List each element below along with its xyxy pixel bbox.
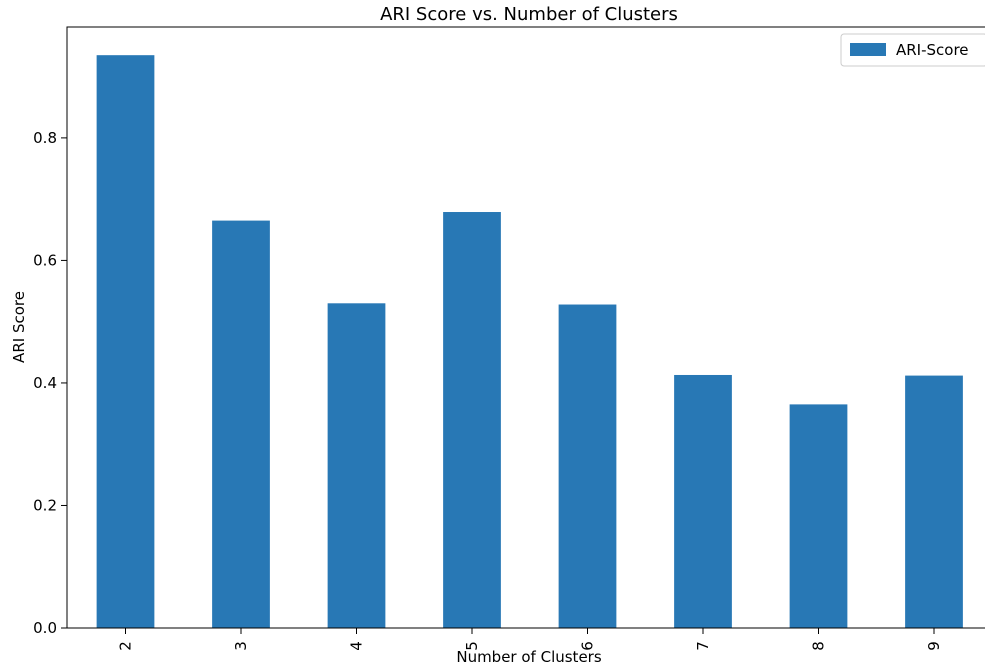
bar-7	[674, 374, 732, 628]
x-tick-label: 2	[117, 641, 135, 651]
x-tick-label: 9	[925, 641, 943, 651]
x-axis-ticks: 2 3 4 5 6 7 8 9	[117, 628, 943, 651]
bars-group	[96, 55, 963, 628]
bar-2	[96, 55, 155, 628]
chart-title: ARI Score vs. Number of Clusters	[380, 4, 678, 25]
y-tick-label: 0.4	[33, 374, 57, 392]
bar-9	[905, 375, 963, 628]
y-axis-label: ARI Score	[10, 291, 28, 363]
y-axis-ticks: 0.0 0.2 0.4 0.6 0.8	[33, 129, 67, 637]
y-tick-label: 0.8	[33, 129, 57, 147]
x-tick-label: 6	[579, 641, 597, 651]
x-tick-label: 4	[348, 641, 366, 651]
y-tick-label: 0.2	[33, 496, 57, 514]
legend: ARI-Score	[840, 33, 985, 67]
x-axis-label: Number of Clusters	[456, 648, 601, 666]
legend-box	[840, 33, 985, 67]
bar-8	[789, 404, 848, 628]
x-tick-label: 8	[810, 641, 828, 651]
bar-4	[327, 303, 386, 628]
legend-swatch	[850, 43, 886, 56]
bar-3	[212, 220, 270, 628]
y-tick-label: 0.6	[33, 251, 57, 269]
legend-label: ARI-Score	[896, 41, 969, 59]
x-tick-label: 5	[463, 641, 481, 651]
bar-6	[558, 304, 617, 628]
bar-5	[443, 212, 501, 628]
plot-frame	[66, 26, 985, 629]
y-tick-label: 0.0	[33, 619, 57, 637]
x-tick-label: 7	[694, 641, 712, 651]
x-tick-label: 3	[232, 641, 250, 651]
